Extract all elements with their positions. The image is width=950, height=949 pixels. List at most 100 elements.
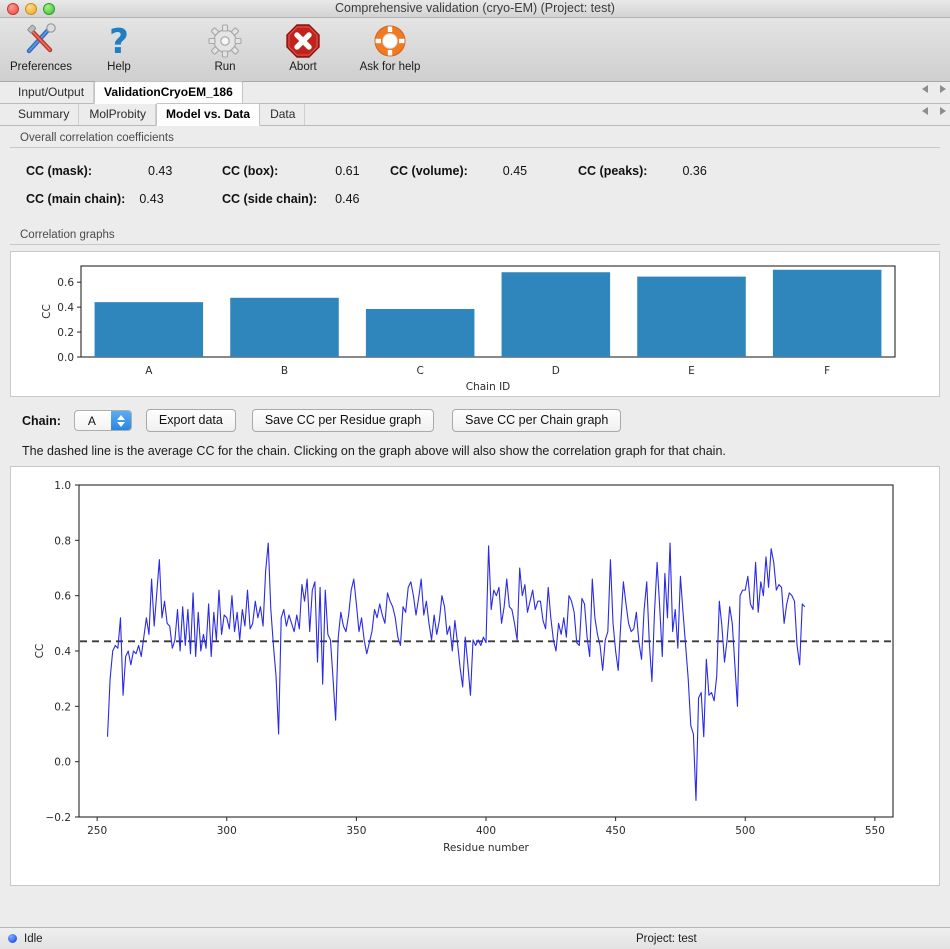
scroll-left-icon[interactable] — [922, 85, 928, 93]
cc-peaks-label: CC (peaks): — [578, 164, 648, 178]
tab-input-output[interactable]: Input/Output — [8, 82, 95, 103]
divider — [10, 147, 940, 148]
overall-cc-group-label: Overall correlation coefficients — [20, 132, 174, 144]
correlation-graphs-group-label: Correlation graphs — [20, 229, 115, 241]
svg-text:0.2: 0.2 — [54, 701, 71, 713]
cc-per-residue-chart[interactable]: −0.2 0.0 0.2 0.4 0.6 0.8 1.0 250 300 350 400 450 500… — [10, 466, 940, 886]
cc-box-label: CC (box): — [222, 164, 279, 178]
scroll-left-icon[interactable] — [922, 107, 928, 115]
cc-side-chain-label: CC (side chain): — [222, 192, 318, 206]
svg-text:D: D — [552, 365, 560, 377]
cc-peaks-cell: CC (peaks): 0.36 — [578, 164, 707, 178]
window-controls — [7, 3, 55, 15]
svg-text:0.0: 0.0 — [54, 757, 71, 769]
cc-box-cell: CC (box): 0.61 — [222, 164, 390, 178]
tab-data[interactable]: Data — [260, 104, 306, 125]
statusbar: Idle Project: test — [0, 927, 950, 949]
cc-per-residue-svg[interactable]: −0.2 0.0 0.2 0.4 0.6 0.8 1.0 250 300 350 400 450 500… — [11, 467, 919, 885]
chevron-down-icon — [116, 421, 125, 427]
chain-label: Chain: — [22, 413, 61, 428]
cc-box-value: 0.61 — [335, 164, 360, 178]
abort-label: Abort — [289, 61, 317, 73]
svg-text:400: 400 — [476, 825, 496, 837]
cc-side-chain-cell: CC (side chain): 0.46 — [222, 192, 360, 206]
overall-cc-table: CC (mask): 0.43 CC (box): 0.61 CC (volum… — [0, 148, 950, 223]
cc-per-chain-chart[interactable]: 0.0 0.2 0.4 0.6 A B C D E F Chain ID CC — [10, 251, 940, 397]
save-cc-per-residue-graph-button[interactable]: Save CC per Residue graph — [251, 409, 435, 432]
primary-tab-scroll-arrows[interactable] — [922, 85, 946, 93]
cc-mask-label: CC (mask): — [26, 164, 92, 178]
ask-for-help-button[interactable]: Ask for help — [342, 18, 438, 74]
status-indicator-icon — [8, 934, 17, 943]
svg-text:450: 450 — [606, 825, 626, 837]
close-button[interactable] — [7, 3, 19, 15]
tab-molprobity[interactable]: MolProbity — [79, 104, 157, 125]
window-titlebar: Comprehensive validation (cryo-EM) (Proj… — [0, 0, 950, 18]
tab-model-vs-data[interactable]: Model vs. Data — [156, 103, 261, 126]
project-text: Project: test — [636, 932, 697, 945]
chain-stepper-icon[interactable] — [110, 411, 131, 430]
svg-text:Residue number: Residue number — [443, 842, 529, 854]
svg-text:Chain ID: Chain ID — [466, 381, 511, 393]
svg-text:0.0: 0.0 — [57, 352, 74, 364]
cc-row: CC (main chain): 0.43 CC (side chain): 0… — [26, 185, 950, 213]
lifebuoy-icon — [372, 21, 408, 61]
primary-tabbar: Input/Output ValidationCryoEM_186 — [0, 81, 950, 104]
chevron-up-icon — [116, 414, 125, 420]
cc-row: CC (mask): 0.43 CC (box): 0.61 CC (volum… — [26, 157, 950, 185]
cc-side-chain-value: 0.46 — [335, 192, 360, 206]
svg-text:0.4: 0.4 — [54, 646, 71, 658]
tab-validationcryoem-186[interactable]: ValidationCryoEM_186 — [94, 81, 243, 104]
secondary-tab-scroll-arrows[interactable] — [922, 107, 946, 115]
zoom-button[interactable] — [43, 3, 55, 15]
svg-text:350: 350 — [346, 825, 366, 837]
svg-text:500: 500 — [735, 825, 755, 837]
svg-text:?: ? — [109, 23, 129, 59]
divider — [10, 244, 940, 245]
run-label: Run — [214, 61, 236, 73]
svg-text:0.2: 0.2 — [57, 327, 74, 339]
svg-text:−0.2: −0.2 — [46, 812, 72, 824]
cc-main-chain-value: 0.43 — [139, 192, 164, 206]
run-button[interactable]: Run — [186, 18, 264, 74]
window-title: Comprehensive validation (cryo-EM) (Proj… — [335, 1, 615, 15]
export-data-button[interactable]: Export data — [145, 409, 236, 432]
svg-text:A: A — [145, 365, 153, 377]
help-button[interactable]: ? Help — [80, 18, 158, 74]
svg-text:0.6: 0.6 — [57, 277, 74, 289]
tab-summary[interactable]: Summary — [8, 104, 80, 125]
tools-icon — [22, 21, 60, 61]
svg-text:0.4: 0.4 — [57, 302, 74, 314]
svg-text:F: F — [824, 365, 830, 377]
scroll-right-icon[interactable] — [940, 85, 946, 93]
chain-select[interactable]: A — [73, 410, 132, 431]
svg-text:0.8: 0.8 — [54, 535, 71, 547]
cc-peaks-value: 0.36 — [682, 164, 707, 178]
svg-text:CC: CC — [34, 644, 46, 659]
preferences-label: Preferences — [9, 61, 72, 73]
svg-text:0.6: 0.6 — [54, 591, 71, 603]
minimize-button[interactable] — [25, 3, 37, 15]
chain-controls: Chain: A Export data Save CC per Residue… — [0, 397, 950, 432]
svg-text:250: 250 — [87, 825, 107, 837]
cc-mask-value: 0.43 — [148, 164, 173, 178]
help-label: Help — [107, 61, 131, 73]
cc-main-chain-cell: CC (main chain): 0.43 — [26, 192, 222, 206]
cc-volume-cell: CC (volume): 0.45 — [390, 164, 578, 178]
secondary-tabbar: Summary MolProbity Model vs. Data Data — [0, 103, 950, 126]
cc-mask-cell: CC (mask): 0.43 — [26, 164, 222, 178]
scroll-right-icon[interactable] — [940, 107, 946, 115]
preferences-button[interactable]: Preferences — [2, 18, 80, 74]
svg-text:550: 550 — [865, 825, 885, 837]
cc-per-chain-svg[interactable]: 0.0 0.2 0.4 0.6 A B C D E F Chain ID CC — [11, 252, 919, 396]
abort-button[interactable]: Abort — [264, 18, 342, 74]
svg-text:1.0: 1.0 — [54, 480, 71, 492]
chain-select-value: A — [87, 413, 96, 428]
cc-volume-label: CC (volume): — [390, 164, 468, 178]
hint-text: The dashed line is the average CC for th… — [22, 444, 726, 458]
gear-icon — [207, 21, 243, 61]
svg-text:CC: CC — [41, 304, 53, 319]
status-text: Idle — [24, 932, 43, 945]
save-cc-per-chain-graph-button[interactable]: Save CC per Chain graph — [452, 409, 622, 432]
cc-main-chain-label: CC (main chain): — [26, 192, 126, 206]
